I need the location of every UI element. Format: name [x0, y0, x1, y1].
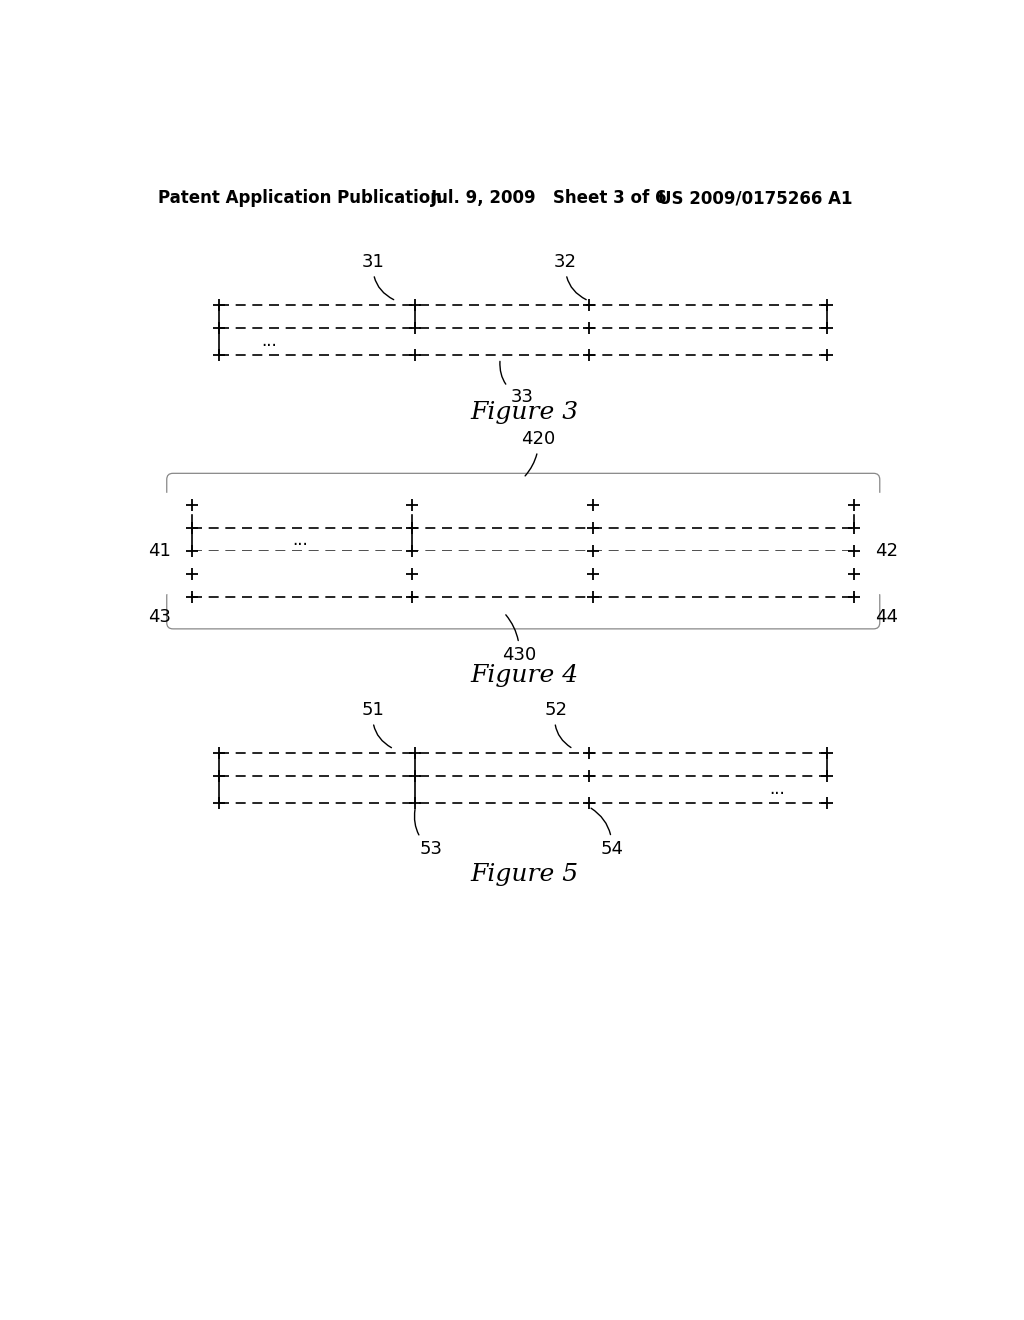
Text: 33: 33 [500, 362, 534, 407]
Text: 41: 41 [148, 543, 171, 560]
Text: Jul. 9, 2009   Sheet 3 of 6: Jul. 9, 2009 Sheet 3 of 6 [431, 190, 668, 207]
Text: 43: 43 [148, 607, 171, 626]
Text: 44: 44 [876, 607, 898, 626]
Text: Figure 5: Figure 5 [471, 863, 579, 886]
Text: 53: 53 [415, 809, 442, 858]
Text: 42: 42 [876, 543, 898, 560]
Text: 31: 31 [361, 253, 393, 300]
Text: 51: 51 [361, 701, 391, 747]
Text: Figure 3: Figure 3 [471, 401, 579, 424]
Text: ...: ... [261, 333, 278, 350]
Text: US 2009/0175266 A1: US 2009/0175266 A1 [658, 190, 853, 207]
Text: 54: 54 [591, 808, 624, 858]
Text: 52: 52 [544, 701, 571, 747]
Text: 420: 420 [521, 430, 556, 477]
Text: ...: ... [292, 531, 308, 549]
Text: 32: 32 [554, 253, 586, 300]
Text: 430: 430 [503, 615, 537, 664]
Text: Patent Application Publication: Patent Application Publication [158, 190, 441, 207]
Text: Figure 4: Figure 4 [471, 664, 579, 688]
Text: ...: ... [769, 780, 785, 799]
